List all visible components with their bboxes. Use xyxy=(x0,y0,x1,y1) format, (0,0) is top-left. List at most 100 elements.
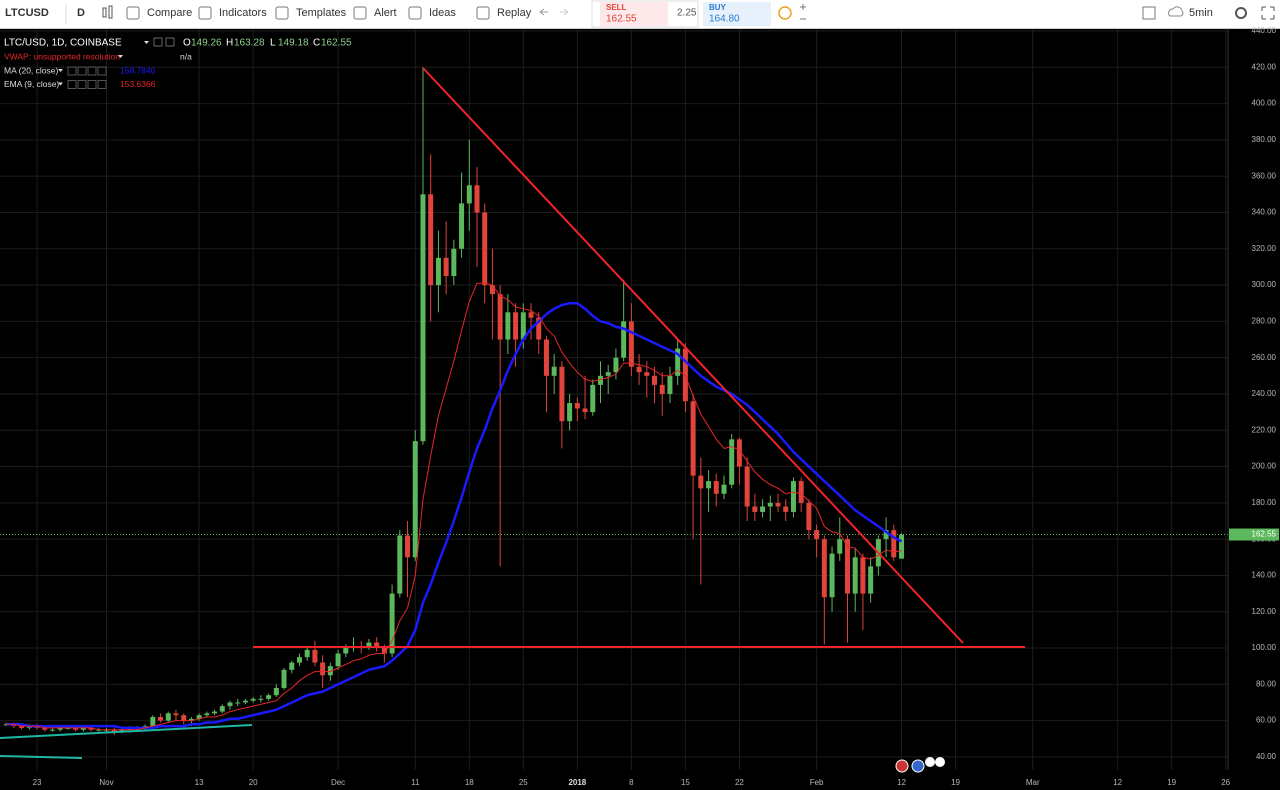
candle-body xyxy=(513,312,519,340)
y-tick-label: 80.00 xyxy=(1256,679,1277,688)
toolbar-button[interactable]: Templates xyxy=(296,7,347,19)
candle-body xyxy=(783,506,789,512)
price-label: 162.55 xyxy=(1252,530,1277,539)
candle-body xyxy=(574,403,580,409)
icon xyxy=(77,80,87,89)
candle-body xyxy=(281,669,287,688)
candle-body xyxy=(636,366,642,373)
y-tick-label: 240.00 xyxy=(1252,389,1277,398)
indicator-value: n/a xyxy=(180,51,192,61)
candle-body xyxy=(837,539,843,554)
fullscreen-icon[interactable] xyxy=(1261,6,1275,20)
y-tick-label: 360.00 xyxy=(1252,171,1277,180)
candle-body xyxy=(374,642,380,649)
candle-body xyxy=(790,481,796,512)
candle-body xyxy=(659,384,665,394)
candle-body xyxy=(104,729,110,731)
trend-line xyxy=(422,67,964,644)
info-icon[interactable] xyxy=(778,6,792,20)
candle-body xyxy=(204,713,210,716)
candle-body xyxy=(250,698,256,701)
toolbar-button[interactable]: Indicators xyxy=(219,7,267,19)
trend-line-teal xyxy=(0,724,253,739)
candle-body xyxy=(605,372,611,376)
series-name: MA (20, close) xyxy=(4,65,58,75)
y-tick-label: 400.00 xyxy=(1252,99,1277,108)
candle-body xyxy=(474,185,480,213)
dropdown-arrow xyxy=(144,41,149,44)
icon xyxy=(87,80,97,89)
candle-body xyxy=(196,715,202,719)
sell-label: SELL xyxy=(606,3,627,12)
toolbar-button[interactable]: Alert xyxy=(374,7,397,19)
timeframe[interactable]: 5min xyxy=(1189,7,1213,19)
dropdown-arrow xyxy=(58,82,63,86)
icon xyxy=(153,37,163,47)
candle-body xyxy=(652,375,658,385)
candle-body xyxy=(536,317,542,340)
candle-body xyxy=(181,715,187,721)
y-tick-label: 260.00 xyxy=(1252,353,1277,362)
toolbar-button[interactable]: Ideas xyxy=(429,7,456,19)
undo-icon[interactable] xyxy=(539,8,548,16)
candle-body xyxy=(242,700,248,703)
ohlc-value: 163.28 xyxy=(234,38,265,49)
x-tick-label: Dec xyxy=(331,778,345,787)
candle-body xyxy=(389,593,395,654)
buy-button[interactable] xyxy=(703,2,771,26)
y-tick-label: 300.00 xyxy=(1252,280,1277,289)
candle-body xyxy=(327,666,333,676)
toolbar-button[interactable]: Replay xyxy=(497,7,532,19)
candle-body xyxy=(806,502,812,531)
candle-body xyxy=(706,481,712,489)
candle-body xyxy=(273,687,279,696)
x-tick-label: 12 xyxy=(897,778,906,787)
candle-body xyxy=(528,312,534,318)
interval-button[interactable]: D xyxy=(77,7,85,19)
y-tick-label: 140.00 xyxy=(1252,571,1277,580)
event-icons xyxy=(895,757,945,773)
x-tick-label: Nov xyxy=(99,778,113,787)
event-icon xyxy=(935,757,945,767)
candle-body xyxy=(405,535,411,558)
y-tick-label: 220.00 xyxy=(1252,425,1277,434)
indicator-line xyxy=(6,282,902,731)
x-tick-label: 19 xyxy=(1167,778,1176,787)
chart-style-icon[interactable] xyxy=(102,5,113,19)
qty-stepper[interactable] xyxy=(800,4,806,20)
icon xyxy=(165,37,175,47)
checkbox[interactable] xyxy=(1142,6,1156,20)
toolbar-icon xyxy=(198,6,212,20)
candle-body xyxy=(891,530,897,558)
x-tick-label: 26 xyxy=(1221,778,1230,787)
candle-body xyxy=(844,539,850,594)
icon xyxy=(97,80,107,89)
candle-body xyxy=(397,535,403,594)
price-label-box xyxy=(1229,528,1279,541)
x-tick-label: 15 xyxy=(681,778,690,787)
candle-body xyxy=(304,649,310,658)
toolbar-icon xyxy=(476,6,490,20)
redo-icon[interactable] xyxy=(560,8,569,16)
icon xyxy=(97,66,107,76)
plot xyxy=(0,29,1228,770)
candle-body xyxy=(443,257,449,276)
candle-body xyxy=(597,375,603,385)
candle-body xyxy=(798,481,804,503)
candle-body xyxy=(381,648,387,654)
candle-body xyxy=(497,294,503,340)
candle-body xyxy=(829,553,835,598)
sell-button[interactable] xyxy=(600,2,668,26)
symbol-input[interactable]: LTCUSD xyxy=(5,7,49,19)
candle-body xyxy=(335,653,341,667)
settings-icon[interactable] xyxy=(1235,7,1247,19)
candle-body xyxy=(675,348,681,376)
candle-body xyxy=(366,642,372,649)
dropdown-arrow xyxy=(118,55,123,58)
event-icon xyxy=(925,757,935,767)
toolbar-button[interactable]: Compare xyxy=(147,7,192,19)
candle-body xyxy=(775,502,781,507)
trend-line-teal xyxy=(0,755,83,759)
candle-body xyxy=(428,194,434,286)
